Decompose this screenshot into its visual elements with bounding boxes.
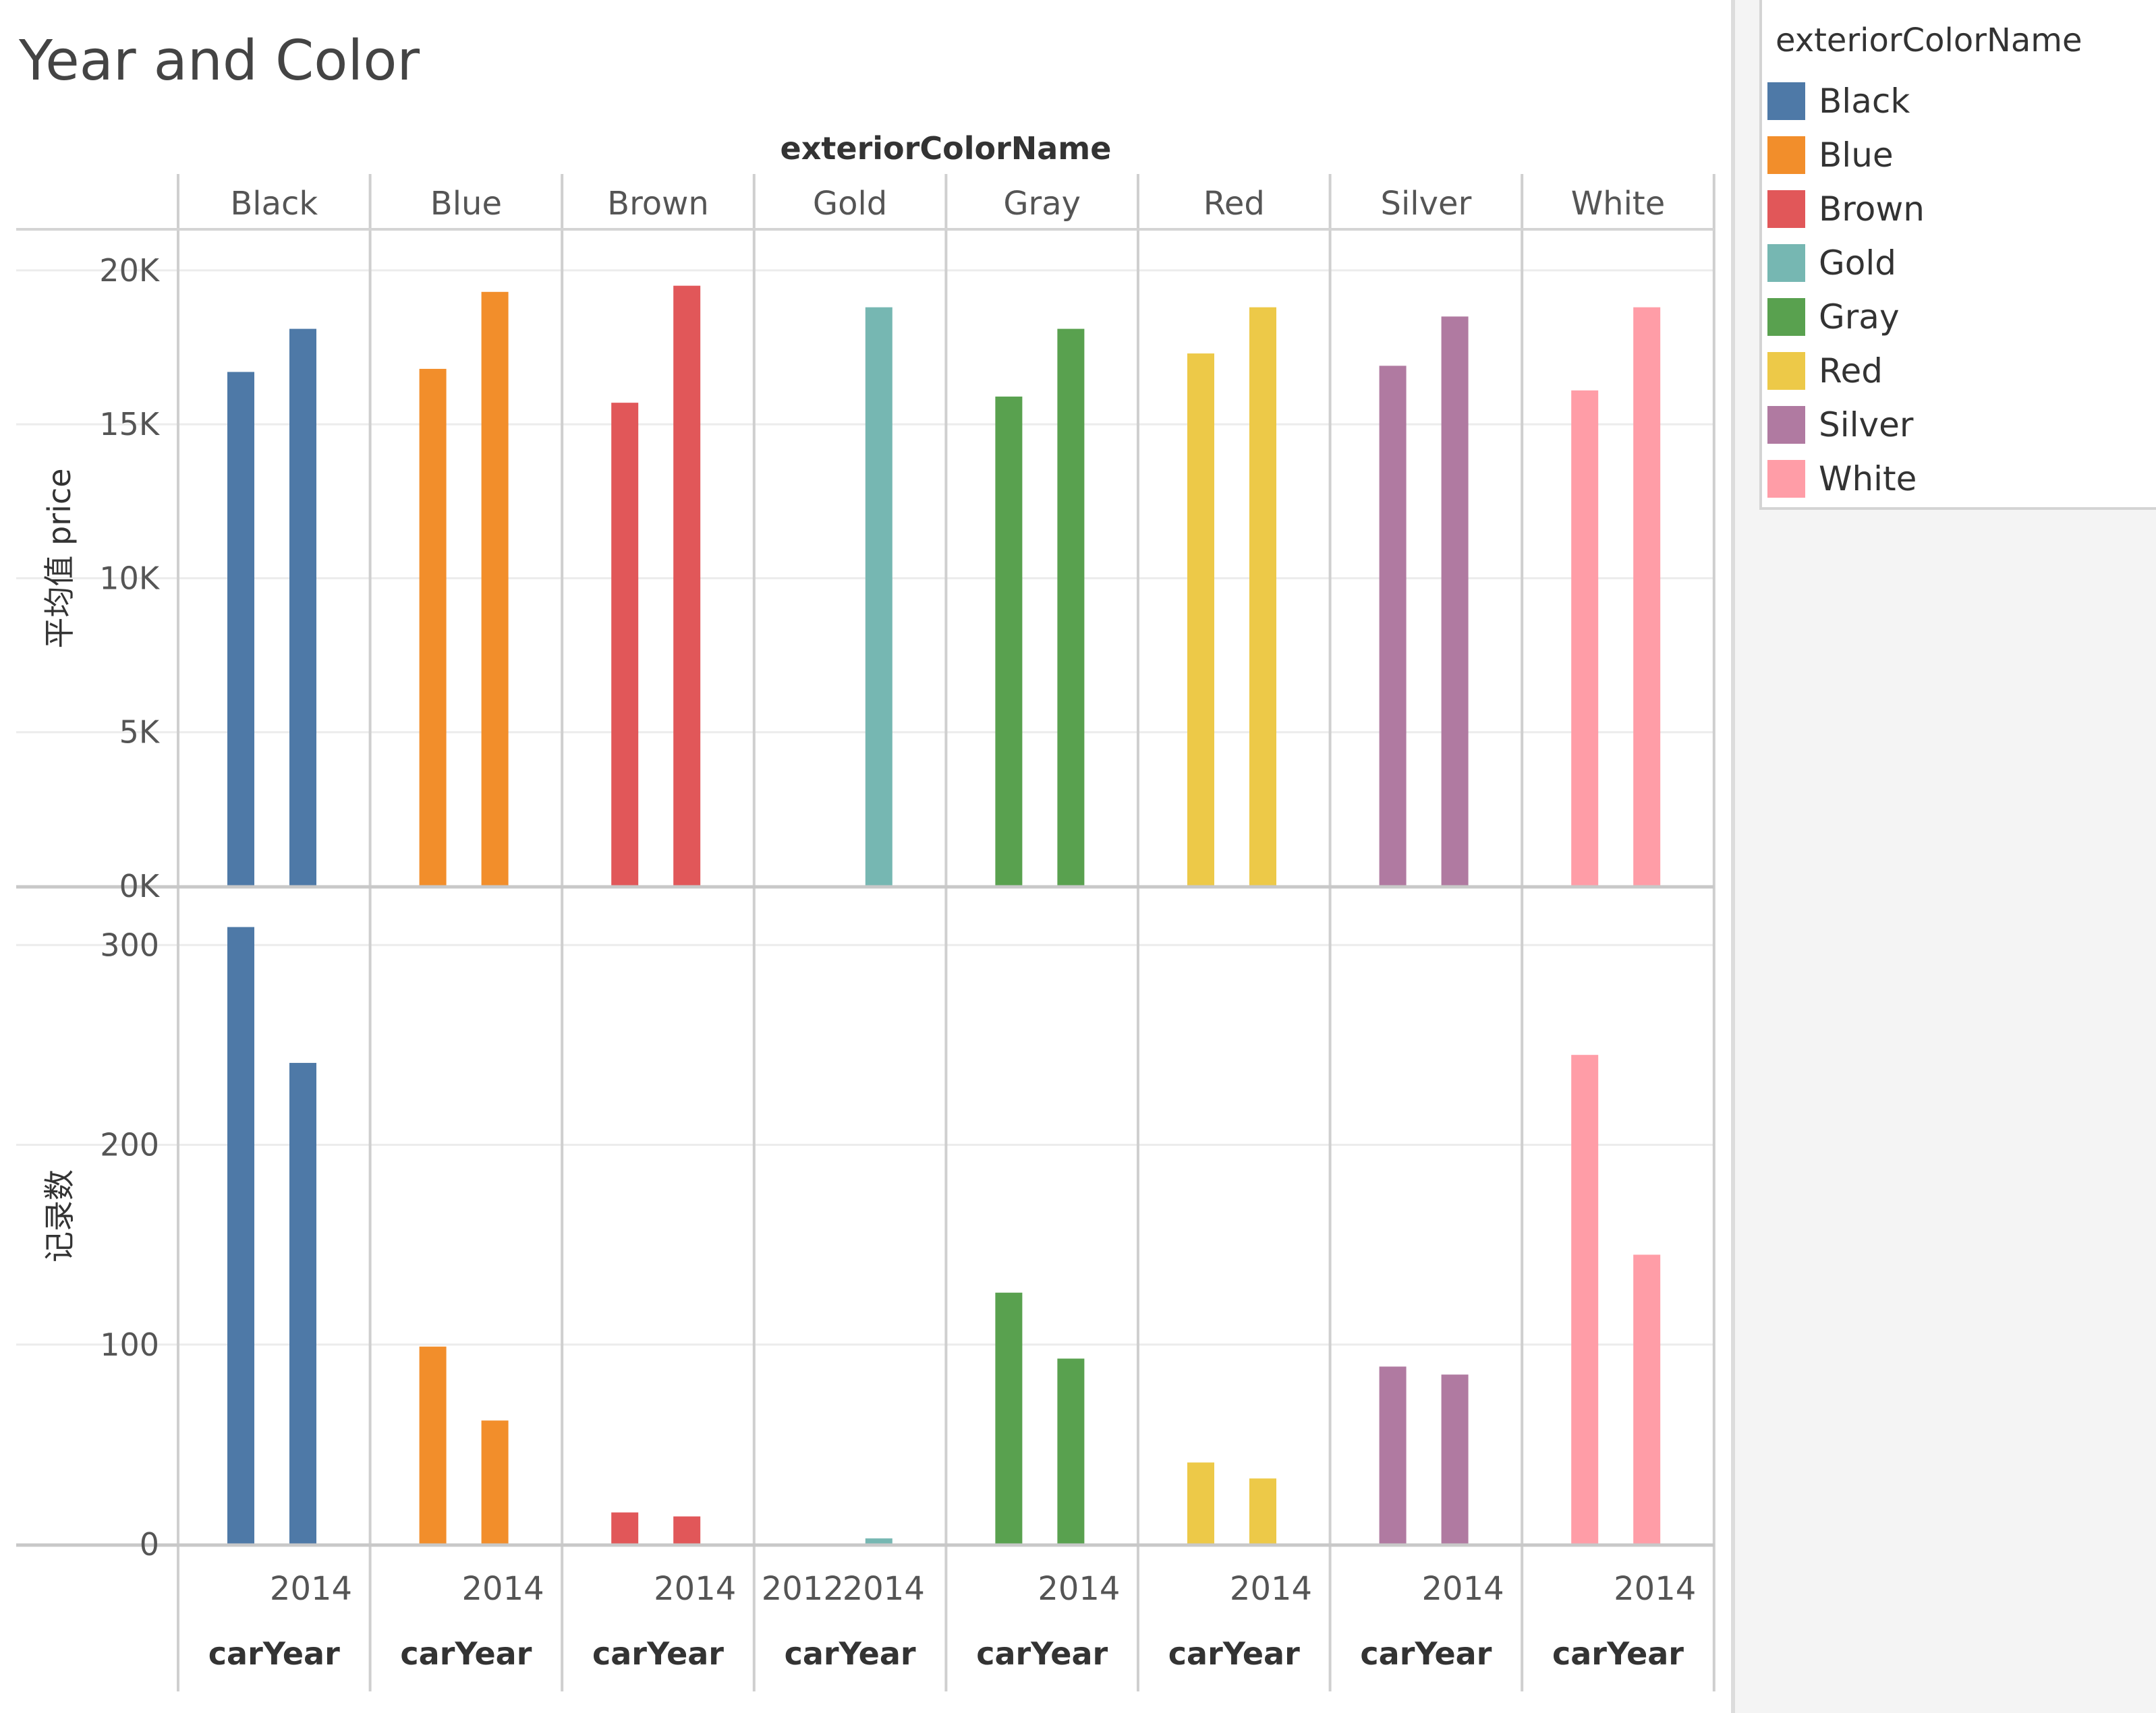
bar <box>289 1063 316 1544</box>
y-tick-label: 0 <box>140 1526 159 1563</box>
bar <box>1571 390 1599 886</box>
bar <box>227 372 254 886</box>
y-tick-label: 0K <box>119 868 161 904</box>
x-axis-field-label: carYear <box>1168 1635 1300 1672</box>
legend-title: exteriorColorName <box>1776 22 2082 59</box>
bar <box>481 1420 509 1544</box>
legend-item-brown[interactable]: Brown <box>1767 186 2145 235</box>
bar <box>1249 307 1276 886</box>
legend-label: White <box>1819 459 1917 498</box>
x-tick-label: 2014 <box>843 1570 925 1608</box>
x-tick-label: 2014 <box>462 1570 544 1608</box>
column-header: exteriorColorName <box>781 130 1112 167</box>
legend-label: Black <box>1819 82 1910 121</box>
legend-item-gold[interactable]: Gold <box>1767 240 2145 289</box>
legend-item-black[interactable]: Black <box>1767 78 2145 127</box>
bar <box>481 291 509 886</box>
legend-item-white[interactable]: White <box>1767 456 2145 504</box>
chart-title: Year and Color <box>18 29 420 93</box>
panel-header: White <box>1571 185 1666 223</box>
legend-label: Gold <box>1819 243 1896 283</box>
bar <box>611 403 639 886</box>
bar <box>1057 328 1085 887</box>
legend-label: Red <box>1819 351 1883 390</box>
legend-label: Gray <box>1819 297 1900 337</box>
bar <box>611 1512 639 1544</box>
bar <box>227 927 254 1544</box>
bar <box>1187 1462 1214 1544</box>
bar <box>995 397 1023 886</box>
legend-item-silver[interactable]: Silver <box>1767 402 2145 451</box>
panel-header: Black <box>230 185 318 223</box>
bar <box>995 1292 1023 1544</box>
x-tick-label: 2014 <box>1038 1570 1120 1608</box>
x-axis-field-label: carYear <box>1552 1635 1684 1672</box>
labels: 0K 5K 10K 15K 20K 平均值 price 0 100 200 300 记录数 Black… <box>41 185 1696 1672</box>
legend-swatch <box>1767 352 1805 390</box>
y-tick-label: 100 <box>100 1327 159 1363</box>
x-tick-label: 2014 <box>270 1570 352 1608</box>
y-tick-label: 10K <box>99 560 161 596</box>
y-tick-label: 300 <box>100 927 159 963</box>
legend-item-blue[interactable]: Blue <box>1767 132 2145 181</box>
x-axis-field-label: carYear <box>1360 1635 1492 1672</box>
x-axis-field-label: carYear <box>785 1635 916 1672</box>
bar <box>1571 1055 1599 1544</box>
y-axis-label: 平均值 price <box>41 468 78 648</box>
bar <box>289 328 316 887</box>
x-tick-label: 2014 <box>1230 1570 1312 1608</box>
bar <box>1187 353 1214 886</box>
x-tick-label: 2014 <box>1614 1570 1696 1608</box>
legend-label: Blue <box>1819 136 1894 175</box>
bar <box>1633 307 1661 886</box>
y-tick-label: 5K <box>119 714 161 751</box>
bar <box>865 307 892 886</box>
y-axis-label: 记录数 <box>41 1169 78 1262</box>
bar <box>673 1516 701 1544</box>
bar <box>1379 1366 1407 1544</box>
legend-swatch <box>1767 190 1805 228</box>
y-tick-label: 20K <box>99 252 161 289</box>
panel-header: Brown <box>607 185 709 223</box>
bars <box>227 285 1661 1544</box>
legend-item-red[interactable]: Red <box>1767 348 2145 397</box>
x-axis-field-label: carYear <box>592 1635 724 1672</box>
legend-swatch <box>1767 244 1805 282</box>
x-tick-label: 2014 <box>654 1570 736 1608</box>
bar <box>1249 1478 1276 1544</box>
x-axis-field-label: carYear <box>208 1635 340 1672</box>
legend-swatch <box>1767 406 1805 444</box>
legend-swatch <box>1767 298 1805 336</box>
bar <box>1057 1358 1085 1544</box>
legend-swatch <box>1767 460 1805 498</box>
legend-label: Brown <box>1819 190 1925 229</box>
panel-frames <box>16 174 1715 1691</box>
legend-swatch <box>1767 136 1805 174</box>
panel-header: Silver <box>1380 185 1471 223</box>
y-tick-label: 200 <box>100 1127 159 1163</box>
bar <box>865 1538 892 1544</box>
bar <box>1633 1254 1661 1544</box>
legend-item-gray[interactable]: Gray <box>1767 294 2145 343</box>
bar <box>419 368 447 886</box>
x-axis-field-label: carYear <box>976 1635 1108 1672</box>
x-tick-label: 2012 <box>762 1570 844 1608</box>
bar <box>673 285 701 886</box>
legend-label: Silver <box>1819 405 1914 444</box>
panel-header: Blue <box>430 185 502 223</box>
legend <box>1759 0 2156 510</box>
panel-header: Red <box>1203 185 1265 223</box>
panel-header: Gray <box>1003 185 1081 223</box>
bar <box>1379 366 1407 886</box>
legend-swatch <box>1767 82 1805 120</box>
x-axis-field-label: carYear <box>400 1635 532 1672</box>
y-tick-label: 15K <box>99 406 161 442</box>
bar <box>1441 316 1469 886</box>
panel-header: Gold <box>813 185 887 223</box>
bar <box>1441 1374 1469 1544</box>
x-tick-label: 2014 <box>1422 1570 1504 1608</box>
bar <box>419 1346 447 1544</box>
